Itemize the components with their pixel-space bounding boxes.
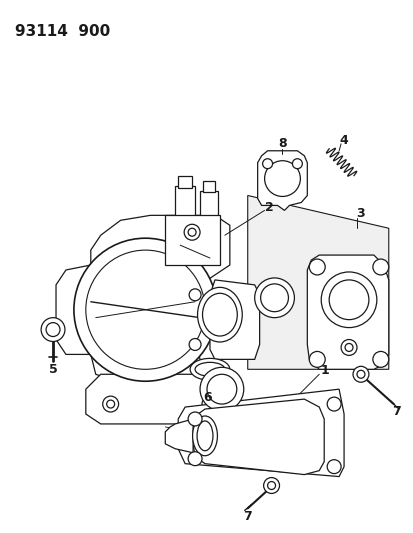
Circle shape (233, 338, 245, 350)
Circle shape (188, 412, 202, 426)
Circle shape (199, 367, 243, 411)
Circle shape (340, 340, 356, 356)
Circle shape (102, 396, 118, 412)
Ellipse shape (195, 362, 224, 376)
Polygon shape (209, 280, 259, 359)
Polygon shape (306, 255, 388, 369)
Text: 3: 3 (356, 207, 364, 220)
Circle shape (107, 400, 114, 408)
Circle shape (206, 400, 214, 408)
Bar (202, 181, 214, 192)
Circle shape (309, 259, 325, 275)
Circle shape (189, 289, 201, 301)
Polygon shape (247, 196, 388, 369)
Text: 1: 1 (320, 364, 329, 377)
Polygon shape (90, 215, 229, 389)
Circle shape (188, 228, 196, 236)
Circle shape (320, 272, 376, 328)
Text: 5: 5 (49, 363, 57, 376)
Polygon shape (257, 151, 306, 211)
Circle shape (263, 478, 279, 494)
Circle shape (188, 452, 202, 466)
Circle shape (372, 259, 388, 275)
Circle shape (260, 284, 288, 312)
Circle shape (41, 318, 65, 342)
Text: 2: 2 (265, 201, 273, 214)
Ellipse shape (197, 287, 242, 342)
Text: 6: 6 (203, 391, 212, 403)
Circle shape (267, 481, 275, 489)
Polygon shape (56, 265, 90, 354)
Bar (199, 190, 217, 219)
Circle shape (262, 159, 272, 168)
Circle shape (74, 238, 216, 381)
Circle shape (309, 351, 325, 367)
Circle shape (206, 374, 236, 404)
Polygon shape (165, 419, 192, 453)
Bar (165, 215, 219, 265)
Polygon shape (192, 399, 323, 474)
Text: 93114  900: 93114 900 (15, 23, 110, 38)
Circle shape (46, 322, 60, 336)
Circle shape (254, 278, 294, 318)
Circle shape (356, 370, 364, 378)
Circle shape (328, 280, 368, 320)
Circle shape (344, 343, 352, 351)
Circle shape (292, 159, 301, 168)
Circle shape (189, 338, 201, 350)
Circle shape (352, 366, 368, 382)
Circle shape (326, 397, 340, 411)
Ellipse shape (202, 293, 237, 336)
Text: 8: 8 (278, 138, 286, 150)
Text: 7: 7 (392, 405, 400, 417)
Ellipse shape (190, 358, 229, 380)
Circle shape (184, 224, 199, 240)
Text: 7: 7 (243, 510, 252, 523)
Circle shape (326, 459, 340, 474)
Text: 4: 4 (339, 134, 348, 147)
Ellipse shape (192, 416, 217, 456)
Circle shape (264, 161, 300, 197)
Bar (175, 185, 195, 217)
Circle shape (85, 250, 204, 369)
Circle shape (202, 396, 217, 412)
Circle shape (372, 351, 388, 367)
Polygon shape (178, 389, 343, 477)
Bar (178, 175, 192, 188)
Circle shape (233, 289, 245, 301)
Ellipse shape (197, 421, 212, 451)
Polygon shape (85, 374, 234, 424)
